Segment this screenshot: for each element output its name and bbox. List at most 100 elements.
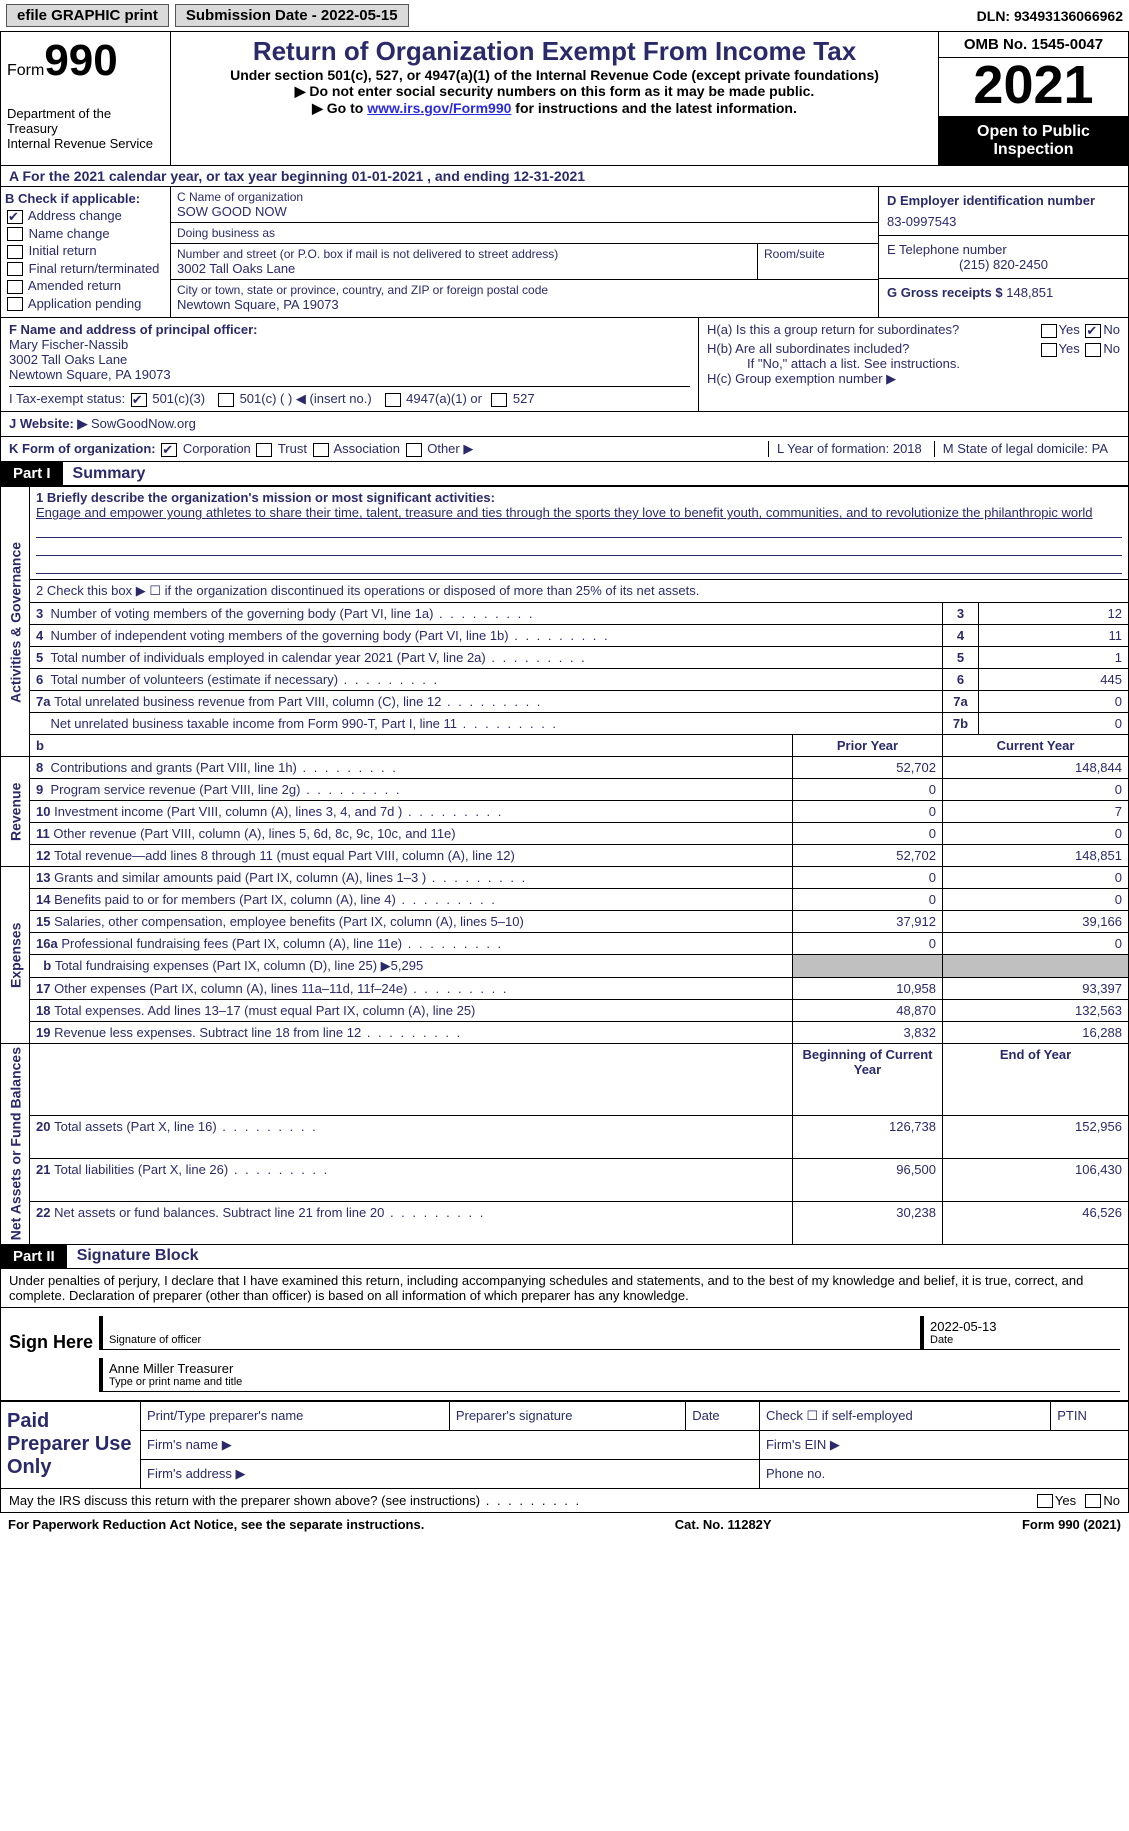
discuss-no[interactable] <box>1085 1494 1101 1508</box>
side-expenses: Expenses <box>1 867 30 1044</box>
part2-header-row: Part II Signature Block <box>0 1245 1129 1269</box>
declaration: Under penalties of perjury, I declare th… <box>0 1269 1129 1308</box>
form-header: Form990 Department of the Treasury Inter… <box>0 32 1129 166</box>
section-b-to-g: B Check if applicable: Address change Na… <box>0 187 1129 318</box>
hb-label: H(b) Are all subordinates included? <box>707 341 909 356</box>
sign-here-label: Sign Here <box>9 1312 99 1396</box>
hb-yes[interactable] <box>1041 343 1057 357</box>
summary-table: Activities & Governance 1 Briefly descri… <box>0 486 1129 1244</box>
room-label: Room/suite <box>764 247 872 261</box>
gross-label: G Gross receipts $ <box>887 285 1003 300</box>
col-b-header: B Check if applicable: <box>5 191 166 206</box>
cb-address-change[interactable]: Address change <box>5 208 166 224</box>
side-revenue: Revenue <box>1 757 30 867</box>
form-title: Return of Organization Exempt From Incom… <box>175 36 934 67</box>
irs-link[interactable]: www.irs.gov/Form990 <box>367 100 511 116</box>
prep-sig-label: Preparer's signature <box>449 1401 685 1430</box>
table-row: 6 Total number of volunteers (estimate i… <box>1 669 1129 691</box>
firm-ein-label: Firm's EIN ▶ <box>759 1430 1128 1459</box>
paid-preparer-label: Paid Preparer Use Only <box>1 1401 141 1488</box>
q2-text: 2 Check this box ▶ ☐ if the organization… <box>30 580 1129 603</box>
ptin-label: PTIN <box>1051 1401 1129 1430</box>
cb-4947[interactable] <box>385 393 401 407</box>
section-f-h: F Name and address of principal officer:… <box>0 318 1129 412</box>
cb-other[interactable] <box>406 443 422 457</box>
part1-badge: Part I <box>1 462 63 485</box>
side-governance: Activities & Governance <box>1 487 30 757</box>
firm-name-label: Firm's name ▶ <box>141 1430 760 1459</box>
prep-check-label: Check ☐ if self-employed <box>759 1401 1050 1430</box>
col-c: C Name of organization SOW GOOD NOW Doin… <box>171 187 878 317</box>
header-right: OMB No. 1545-0047 2021 Open to Public In… <box>938 32 1128 165</box>
discuss-row: May the IRS discuss this return with the… <box>0 1489 1129 1513</box>
officer-name: Mary Fischer-Nassib <box>9 337 690 352</box>
dba-label: Doing business as <box>177 226 872 240</box>
sig-date-value: 2022-05-13 <box>930 1319 1114 1334</box>
row-j: J Website: ▶ SowGoodNow.org <box>0 412 1129 437</box>
submission-button[interactable]: Submission Date - 2022-05-15 <box>175 4 409 27</box>
org-name: SOW GOOD NOW <box>177 204 872 219</box>
sign-here-block: Sign Here Signature of officer 2022-05-1… <box>0 1308 1129 1401</box>
officer-addr1: 3002 Tall Oaks Lane <box>9 352 690 367</box>
cb-527[interactable] <box>491 393 507 407</box>
cb-assoc[interactable] <box>313 443 329 457</box>
org-name-label: C Name of organization <box>177 190 872 204</box>
header-center: Return of Organization Exempt From Incom… <box>171 32 938 165</box>
section-h: H(a) Is this a group return for subordin… <box>698 318 1128 411</box>
firm-addr-label: Firm's address ▶ <box>141 1459 760 1488</box>
cb-name-change[interactable]: Name change <box>5 226 166 242</box>
side-net-assets: Net Assets or Fund Balances <box>1 1044 30 1244</box>
part2-title: Signature Block <box>67 1247 199 1265</box>
website-value: SowGoodNow.org <box>91 416 196 431</box>
cb-pending[interactable]: Application pending <box>5 296 166 312</box>
ha-no[interactable] <box>1085 324 1101 338</box>
row-a: A For the 2021 calendar year, or tax yea… <box>0 166 1129 187</box>
efile-button[interactable]: efile GRAPHIC print <box>6 4 169 27</box>
cb-final-return[interactable]: Final return/terminated <box>5 261 166 277</box>
part2-badge: Part II <box>1 1245 67 1268</box>
date-label: Date <box>930 1334 1114 1346</box>
prep-name-label: Print/Type preparer's name <box>141 1401 450 1430</box>
inspection-label: Open to Public Inspection <box>939 117 1128 165</box>
cb-amended[interactable]: Amended return <box>5 278 166 294</box>
tax-year: 2021 <box>939 58 1128 117</box>
state-domicile: M State of legal domicile: PA <box>934 441 1120 457</box>
col-b: B Check if applicable: Address change Na… <box>1 187 171 317</box>
dln-label: DLN: 93493136066962 <box>977 8 1123 24</box>
hb-no[interactable] <box>1085 343 1101 357</box>
form-ref: Form 990 (2021) <box>1022 1517 1121 1532</box>
cb-corp[interactable] <box>161 443 177 457</box>
header-left: Form990 Department of the Treasury Inter… <box>1 32 171 165</box>
discuss-yes[interactable] <box>1037 1494 1053 1508</box>
year-formation: L Year of formation: 2018 <box>768 441 934 457</box>
officer-addr2: Newtown Square, PA 19073 <box>9 367 690 382</box>
paid-preparer-table: Paid Preparer Use Only Print/Type prepar… <box>0 1401 1129 1489</box>
subtitle-3: ▶ Go to www.irs.gov/Form990 for instruct… <box>175 100 934 117</box>
part1-header-row: Part I Summary <box>0 462 1129 486</box>
name-title-label: Type or print name and title <box>109 1376 1114 1388</box>
cb-trust[interactable] <box>256 443 272 457</box>
addr-label: Number and street (or P.O. box if mail i… <box>177 247 751 261</box>
dept-label: Department of the Treasury <box>7 106 164 136</box>
cb-initial-return[interactable]: Initial return <box>5 243 166 259</box>
ha-yes[interactable] <box>1041 324 1057 338</box>
cb-501c3[interactable] <box>131 393 147 407</box>
gross-value: 148,851 <box>1006 285 1053 300</box>
addr-value: 3002 Tall Oaks Lane <box>177 261 751 276</box>
cb-501c[interactable] <box>218 393 234 407</box>
q1-text: Engage and empower young athletes to sha… <box>36 505 1122 520</box>
cat-no: Cat. No. 11282Y <box>675 1517 772 1532</box>
form-number: 990 <box>44 36 117 85</box>
paperwork-notice: For Paperwork Reduction Act Notice, see … <box>8 1517 424 1532</box>
city-value: Newtown Square, PA 19073 <box>177 297 872 312</box>
form-word: Form <box>7 62 44 79</box>
q1-label: 1 Briefly describe the organization's mi… <box>36 490 1122 505</box>
sig-officer-label: Signature of officer <box>109 1334 914 1346</box>
hb-note: If "No," attach a list. See instructions… <box>707 356 1120 371</box>
ein-value: 83-0997543 <box>887 214 1120 229</box>
subtitle-1: Under section 501(c), 527, or 4947(a)(1)… <box>175 67 934 83</box>
part1-title: Summary <box>63 465 146 483</box>
phone-value: (215) 820-2450 <box>887 257 1120 272</box>
ein-label: D Employer identification number <box>887 193 1120 208</box>
city-label: City or town, state or province, country… <box>177 283 872 297</box>
